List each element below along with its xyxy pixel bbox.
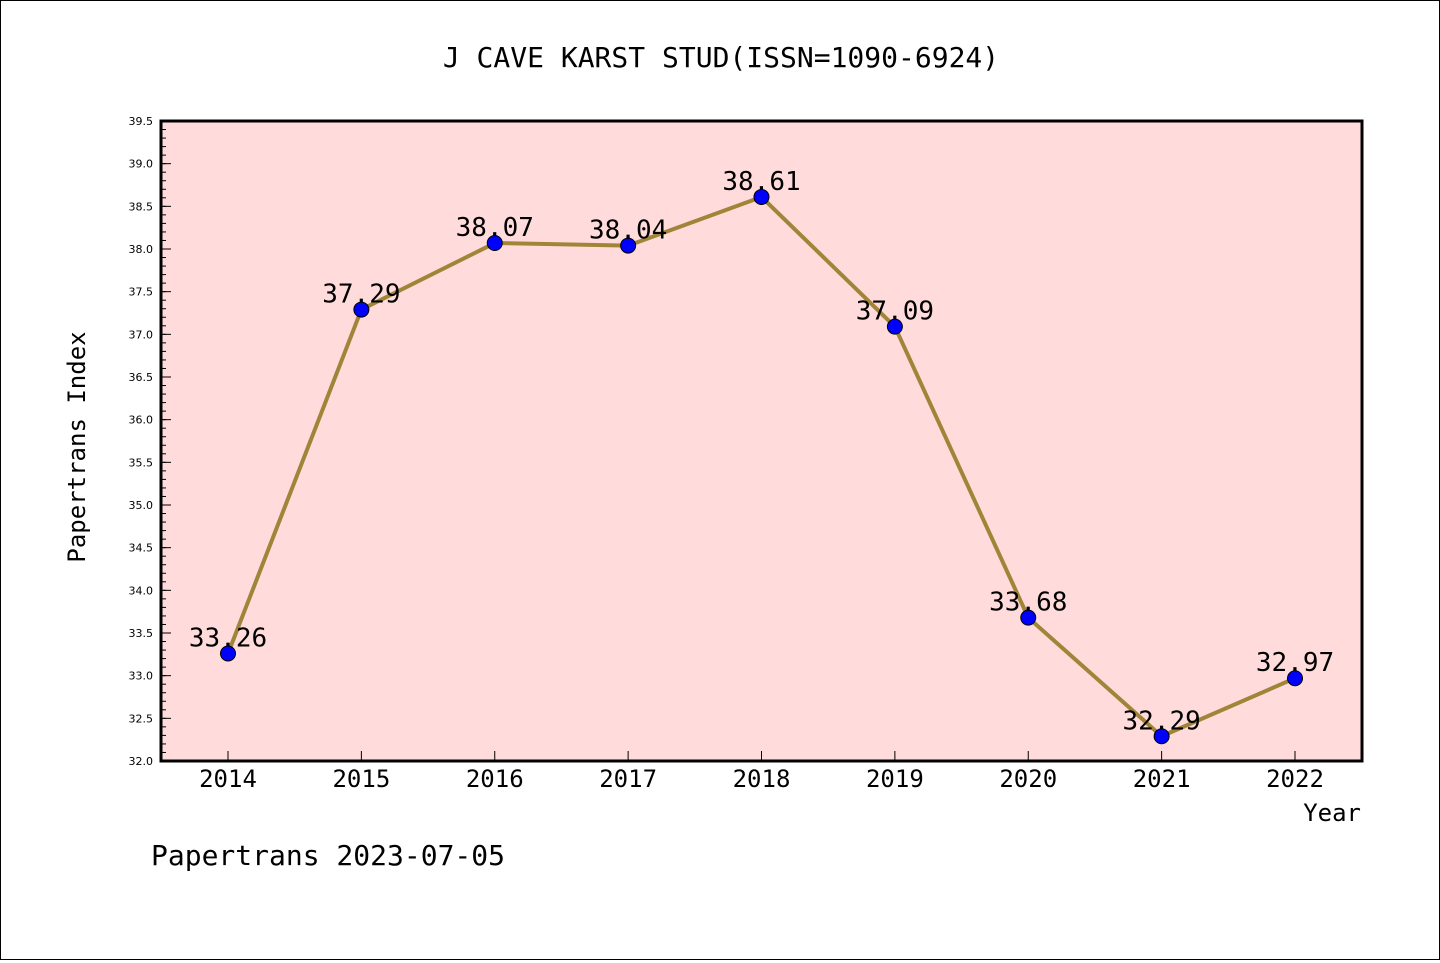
footer-credit: Papertrans 2023-07-05 [151, 839, 505, 872]
series-markers [220, 188, 1303, 745]
data-point-marker [753, 188, 770, 205]
y-tick-label: 33.0 [129, 670, 154, 683]
data-label: 37.09 [856, 297, 934, 327]
x-tick-label: 2015 [332, 765, 390, 793]
y-tick-label: 38.0 [129, 243, 154, 256]
x-tick-label: 2016 [466, 765, 524, 793]
y-axis: 32.0 32.5 33.0 33.5 34.0 34.5 35.0 35.5 36.0 36.5… [129, 115, 171, 768]
y-axis-title: Papertrans Index [63, 331, 91, 562]
x-tick-label: 2022 [1266, 765, 1324, 793]
data-label: 33.68 [989, 588, 1067, 618]
data-point-marker [1020, 609, 1037, 626]
y-tick-label: 32.5 [129, 712, 154, 725]
x-tick-label: 2020 [999, 765, 1057, 793]
y-tick-label: 38.5 [129, 200, 154, 213]
y-tick-label: 37.5 [129, 286, 154, 299]
x-tick-label: 2021 [1133, 765, 1191, 793]
chart-title: J CAVE KARST STUD(ISSN=1090-6924) [443, 41, 999, 74]
y-tick-label: 39.5 [129, 115, 154, 128]
data-point-marker [353, 301, 370, 318]
x-axis-title: Year [1303, 799, 1361, 827]
y-tick-label: 34.5 [129, 542, 154, 555]
y-tick-label: 33.5 [129, 627, 154, 640]
y-tick-label: 35.0 [129, 499, 154, 512]
x-tick-label: 2018 [733, 765, 791, 793]
data-point-marker [220, 645, 236, 662]
plot-area [159, 119, 1364, 763]
data-point-marker [1153, 728, 1170, 745]
data-point-marker [620, 237, 637, 254]
x-axis: 2014 2015 2016 2017 2018 2019 2020 2021 2022 [199, 751, 1324, 793]
y-tick-label: 39.0 [129, 158, 154, 171]
y-tick-label: 35.5 [129, 456, 154, 469]
data-label: 38.04 [589, 216, 667, 246]
data-point-marker [886, 318, 903, 335]
data-label: 38.07 [456, 213, 534, 243]
data-labels: 33.26 37.29 38.07 38.04 38.61 37.09 33.68 32.29… [189, 167, 1334, 736]
y-tick-label: 36.5 [129, 371, 154, 384]
x-tick-label: 2017 [599, 765, 657, 793]
data-label: 32.29 [1122, 706, 1200, 736]
y-tick-label: 34.0 [129, 584, 154, 597]
y-tick-label: 32.0 [129, 755, 154, 768]
x-tick-label: 2014 [199, 765, 257, 793]
x-tick-label: 2019 [866, 765, 924, 793]
data-point-marker [1287, 670, 1303, 687]
data-label: 37.29 [322, 280, 400, 310]
data-point-marker [486, 235, 503, 252]
data-label: 33.26 [189, 623, 267, 653]
data-label: 32.97 [1256, 648, 1334, 678]
data-label: 38.61 [722, 167, 800, 197]
y-tick-label: 37.0 [129, 328, 154, 341]
y-tick-label: 36.0 [129, 414, 154, 427]
